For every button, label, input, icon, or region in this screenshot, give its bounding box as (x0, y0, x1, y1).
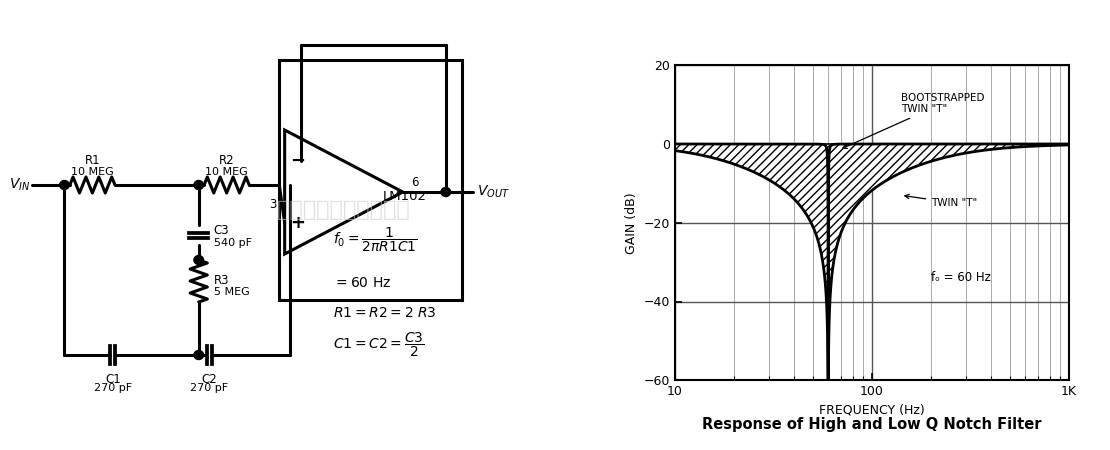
Text: Response of High and Low Q Notch Filter: Response of High and Low Q Notch Filter (703, 417, 1041, 432)
Text: 10 MEG: 10 MEG (205, 167, 248, 177)
Circle shape (194, 180, 203, 189)
Text: $f_0 = \dfrac{1}{2\pi R1 C1}$: $f_0 = \dfrac{1}{2\pi R1 C1}$ (333, 226, 417, 254)
Text: C1: C1 (105, 373, 121, 386)
Text: R2: R2 (219, 154, 234, 167)
Text: +: + (290, 214, 305, 232)
Text: LM102: LM102 (383, 190, 427, 203)
Text: 10 MEG: 10 MEG (71, 167, 113, 177)
Circle shape (194, 256, 203, 265)
Text: 杭州将睿科技有限公司: 杭州将睿科技有限公司 (276, 200, 411, 220)
Circle shape (441, 188, 451, 197)
Circle shape (194, 351, 203, 360)
Y-axis label: GAIN (dB): GAIN (dB) (625, 192, 638, 253)
Text: BOOTSTRAPPED
TWIN "T": BOOTSTRAPPED TWIN "T" (842, 93, 985, 148)
Text: 6: 6 (412, 176, 418, 189)
Text: $R1 = R2 = 2\ R3$: $R1 = R2 = 2\ R3$ (333, 306, 436, 320)
Circle shape (60, 180, 69, 189)
Text: 5 MEG: 5 MEG (214, 287, 250, 297)
Text: 270 pF: 270 pF (93, 383, 132, 393)
Text: $= 60\ \mathrm{Hz}$: $= 60\ \mathrm{Hz}$ (333, 276, 392, 290)
Text: fₒ = 60 Hz: fₒ = 60 Hz (931, 271, 991, 284)
Text: $C1 = C2 = \dfrac{C3}{2}$: $C1 = C2 = \dfrac{C3}{2}$ (333, 331, 425, 359)
Text: −: − (290, 152, 305, 170)
Text: $V_{IN}$: $V_{IN}$ (9, 177, 30, 193)
Text: C2: C2 (202, 373, 218, 386)
Text: C3: C3 (214, 225, 230, 238)
X-axis label: FREQUENCY (Hz): FREQUENCY (Hz) (819, 404, 925, 417)
Text: 3: 3 (269, 198, 276, 211)
Text: 270 pF: 270 pF (191, 383, 229, 393)
Text: $V_{OUT}$: $V_{OUT}$ (477, 184, 509, 200)
Text: TWIN "T": TWIN "T" (905, 194, 978, 208)
Text: 540 pF: 540 pF (214, 238, 252, 248)
Text: R3: R3 (214, 274, 230, 287)
Text: R1: R1 (84, 154, 100, 167)
